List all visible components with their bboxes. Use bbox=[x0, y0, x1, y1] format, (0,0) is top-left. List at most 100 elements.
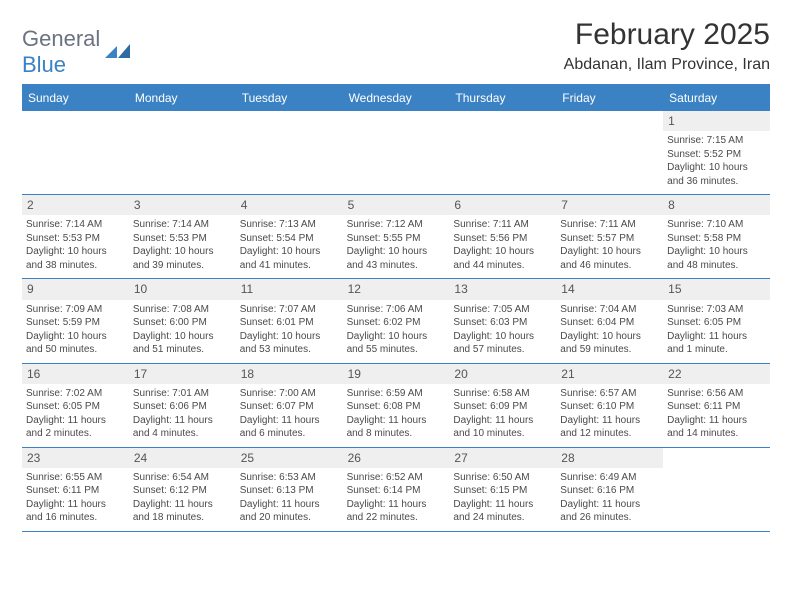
sunset-text: Sunset: 6:05 PM bbox=[667, 316, 766, 330]
day-cell: 26 Sunrise: 6:52 AMSunset: 6:14 PMDayligh… bbox=[343, 448, 450, 531]
day-cell bbox=[236, 111, 343, 194]
day-cell bbox=[663, 448, 770, 531]
day-number: 11 bbox=[236, 279, 343, 299]
daylight-text: Daylight: 10 hours and 59 minutes. bbox=[560, 330, 659, 357]
sunset-text: Sunset: 5:54 PM bbox=[240, 232, 339, 246]
sunrise-text: Sunrise: 7:14 AM bbox=[133, 218, 232, 232]
sunset-text: Sunset: 5:59 PM bbox=[26, 316, 125, 330]
sunrise-text: Sunrise: 6:50 AM bbox=[453, 471, 552, 485]
sunset-text: Sunset: 5:52 PM bbox=[667, 148, 766, 162]
daylight-text: Daylight: 10 hours and 53 minutes. bbox=[240, 330, 339, 357]
day-number: 3 bbox=[129, 195, 236, 215]
daylight-text: Daylight: 10 hours and 43 minutes. bbox=[347, 245, 446, 272]
sunset-text: Sunset: 6:10 PM bbox=[560, 400, 659, 414]
day-number: 27 bbox=[449, 448, 556, 468]
logo-word-b: Blue bbox=[22, 52, 66, 77]
sunrise-text: Sunrise: 7:00 AM bbox=[240, 387, 339, 401]
sunset-text: Sunset: 6:11 PM bbox=[667, 400, 766, 414]
day-cell: 5Sunrise: 7:12 AMSunset: 5:55 PMDaylight… bbox=[343, 195, 450, 278]
sunrise-text: Sunrise: 6:58 AM bbox=[453, 387, 552, 401]
daylight-text: Daylight: 11 hours and 12 minutes. bbox=[560, 414, 659, 441]
day-cell bbox=[343, 111, 450, 194]
week-row: 16 Sunrise: 7:02 AMSunset: 6:05 PM Dayligh… bbox=[22, 364, 770, 448]
daylight-text: Daylight: 10 hours and 36 minutes. bbox=[667, 161, 766, 188]
day-number: 26 bbox=[343, 448, 450, 468]
day-number: 12 bbox=[343, 279, 450, 299]
sunset-text: Sunset: 6:03 PM bbox=[453, 316, 552, 330]
weekday-header: Wednesday bbox=[343, 86, 450, 111]
sunrise-text: Sunrise: 7:13 AM bbox=[240, 218, 339, 232]
day-number: 7 bbox=[556, 195, 663, 215]
day-number: 17 bbox=[129, 364, 236, 384]
sunset-text: Sunset: 6:14 PM bbox=[347, 484, 446, 498]
calendar-grid: 1Sunrise: 7:15 AMSunset: 5:52 PMDaylight… bbox=[22, 111, 770, 532]
daylight-text: Daylight: 11 hours and 10 minutes. bbox=[453, 414, 552, 441]
week-row: 1 Sunrise: 7:15 AMSunset: 5:52 PMDaylight… bbox=[22, 111, 770, 195]
day-number: 21 bbox=[556, 364, 663, 384]
day-cell: 7Sunrise: 7:11 AMSunset: 5:57 PMDaylight… bbox=[556, 195, 663, 278]
day-cell: 25Sunrise: 6:53 AMSunset: 6:13 PMDayligh… bbox=[236, 448, 343, 531]
day-cell: 12Sunrise: 7:06 AMSunset: 6:02 PMDayligh… bbox=[343, 279, 450, 362]
day-cell: 27Sunrise: 6:50 AMSunset: 6:15 PMDayligh… bbox=[449, 448, 556, 531]
daylight-text: Daylight: 11 hours and 22 minutes. bbox=[347, 498, 446, 525]
sunset-text: Sunset: 5:58 PM bbox=[667, 232, 766, 246]
day-cell: 8Sunrise: 7:10 AMSunset: 5:58 PMDaylight… bbox=[663, 195, 770, 278]
weekday-header: Thursday bbox=[449, 86, 556, 111]
sunrise-text: Sunrise: 6:56 AM bbox=[667, 387, 766, 401]
day-number: 6 bbox=[449, 195, 556, 215]
sunset-text: Sunset: 6:16 PM bbox=[560, 484, 659, 498]
sunrise-text: Sunrise: 7:11 AM bbox=[560, 218, 659, 232]
daylight-text: Daylight: 11 hours and 4 minutes. bbox=[133, 414, 232, 441]
day-number: 23 bbox=[22, 448, 129, 468]
day-cell: 17Sunrise: 7:01 AMSunset: 6:06 PMDayligh… bbox=[129, 364, 236, 447]
day-number: 2 bbox=[22, 195, 129, 215]
day-cell: 4Sunrise: 7:13 AMSunset: 5:54 PMDaylight… bbox=[236, 195, 343, 278]
sunrise-text: Sunrise: 7:03 AM bbox=[667, 303, 766, 317]
day-number: 1 bbox=[663, 111, 770, 131]
sunset-text: Sunset: 6:05 PM bbox=[26, 400, 125, 414]
week-row: 9Sunrise: 7:09 AMSunset: 5:59 PMDaylight… bbox=[22, 279, 770, 363]
day-number: 20 bbox=[449, 364, 556, 384]
day-number: 14 bbox=[556, 279, 663, 299]
sunset-text: Sunset: 5:53 PM bbox=[133, 232, 232, 246]
day-cell: 3 Sunrise: 7:14 AMSunset: 5:53 PMDaylight… bbox=[129, 195, 236, 278]
day-number: 9 bbox=[22, 279, 129, 299]
sunset-text: Sunset: 6:00 PM bbox=[133, 316, 232, 330]
sunrise-text: Sunrise: 7:10 AM bbox=[667, 218, 766, 232]
sunrise-text: Sunrise: 7:08 AM bbox=[133, 303, 232, 317]
day-number: 16 bbox=[22, 364, 129, 384]
day-number: 5 bbox=[343, 195, 450, 215]
sunset-text: Sunset: 5:55 PM bbox=[347, 232, 446, 246]
day-cell: 19Sunrise: 6:59 AMSunset: 6:08 PMDayligh… bbox=[343, 364, 450, 447]
day-cell bbox=[22, 111, 129, 194]
day-number: 13 bbox=[449, 279, 556, 299]
day-number: 8 bbox=[663, 195, 770, 215]
daylight-text: Daylight: 10 hours and 46 minutes. bbox=[560, 245, 659, 272]
sunset-text: Sunset: 6:04 PM bbox=[560, 316, 659, 330]
daylight-text: Daylight: 10 hours and 55 minutes. bbox=[347, 330, 446, 357]
weekday-header: Monday bbox=[129, 86, 236, 111]
daylight-text: Daylight: 10 hours and 44 minutes. bbox=[453, 245, 552, 272]
sunrise-text: Sunrise: 6:52 AM bbox=[347, 471, 446, 485]
sunrise-text: Sunrise: 7:04 AM bbox=[560, 303, 659, 317]
sunset-text: Sunset: 6:08 PM bbox=[347, 400, 446, 414]
daylight-text: Daylight: 11 hours and 1 minute. bbox=[667, 330, 766, 357]
sunrise-text: Sunrise: 6:55 AM bbox=[26, 471, 125, 485]
sunset-text: Sunset: 6:02 PM bbox=[347, 316, 446, 330]
daylight-text: Daylight: 11 hours and 18 minutes. bbox=[133, 498, 232, 525]
week-row: 23Sunrise: 6:55 AMSunset: 6:11 PMDayligh… bbox=[22, 448, 770, 532]
day-number: 4 bbox=[236, 195, 343, 215]
daylight-text: Daylight: 10 hours and 39 minutes. bbox=[133, 245, 232, 272]
sunset-text: Sunset: 6:09 PM bbox=[453, 400, 552, 414]
day-number: 28 bbox=[556, 448, 663, 468]
sunrise-text: Sunrise: 7:15 AM bbox=[667, 134, 766, 148]
sunrise-text: Sunrise: 7:02 AM bbox=[26, 387, 125, 401]
daylight-text: Daylight: 10 hours and 57 minutes. bbox=[453, 330, 552, 357]
sunset-text: Sunset: 6:15 PM bbox=[453, 484, 552, 498]
day-number: 18 bbox=[236, 364, 343, 384]
day-cell: 2Sunrise: 7:14 AMSunset: 5:53 PMDaylight… bbox=[22, 195, 129, 278]
sunrise-text: Sunrise: 7:07 AM bbox=[240, 303, 339, 317]
logo: General Blue bbox=[22, 18, 133, 78]
sunrise-text: Sunrise: 7:11 AM bbox=[453, 218, 552, 232]
daylight-text: Daylight: 11 hours and 14 minutes. bbox=[667, 414, 766, 441]
